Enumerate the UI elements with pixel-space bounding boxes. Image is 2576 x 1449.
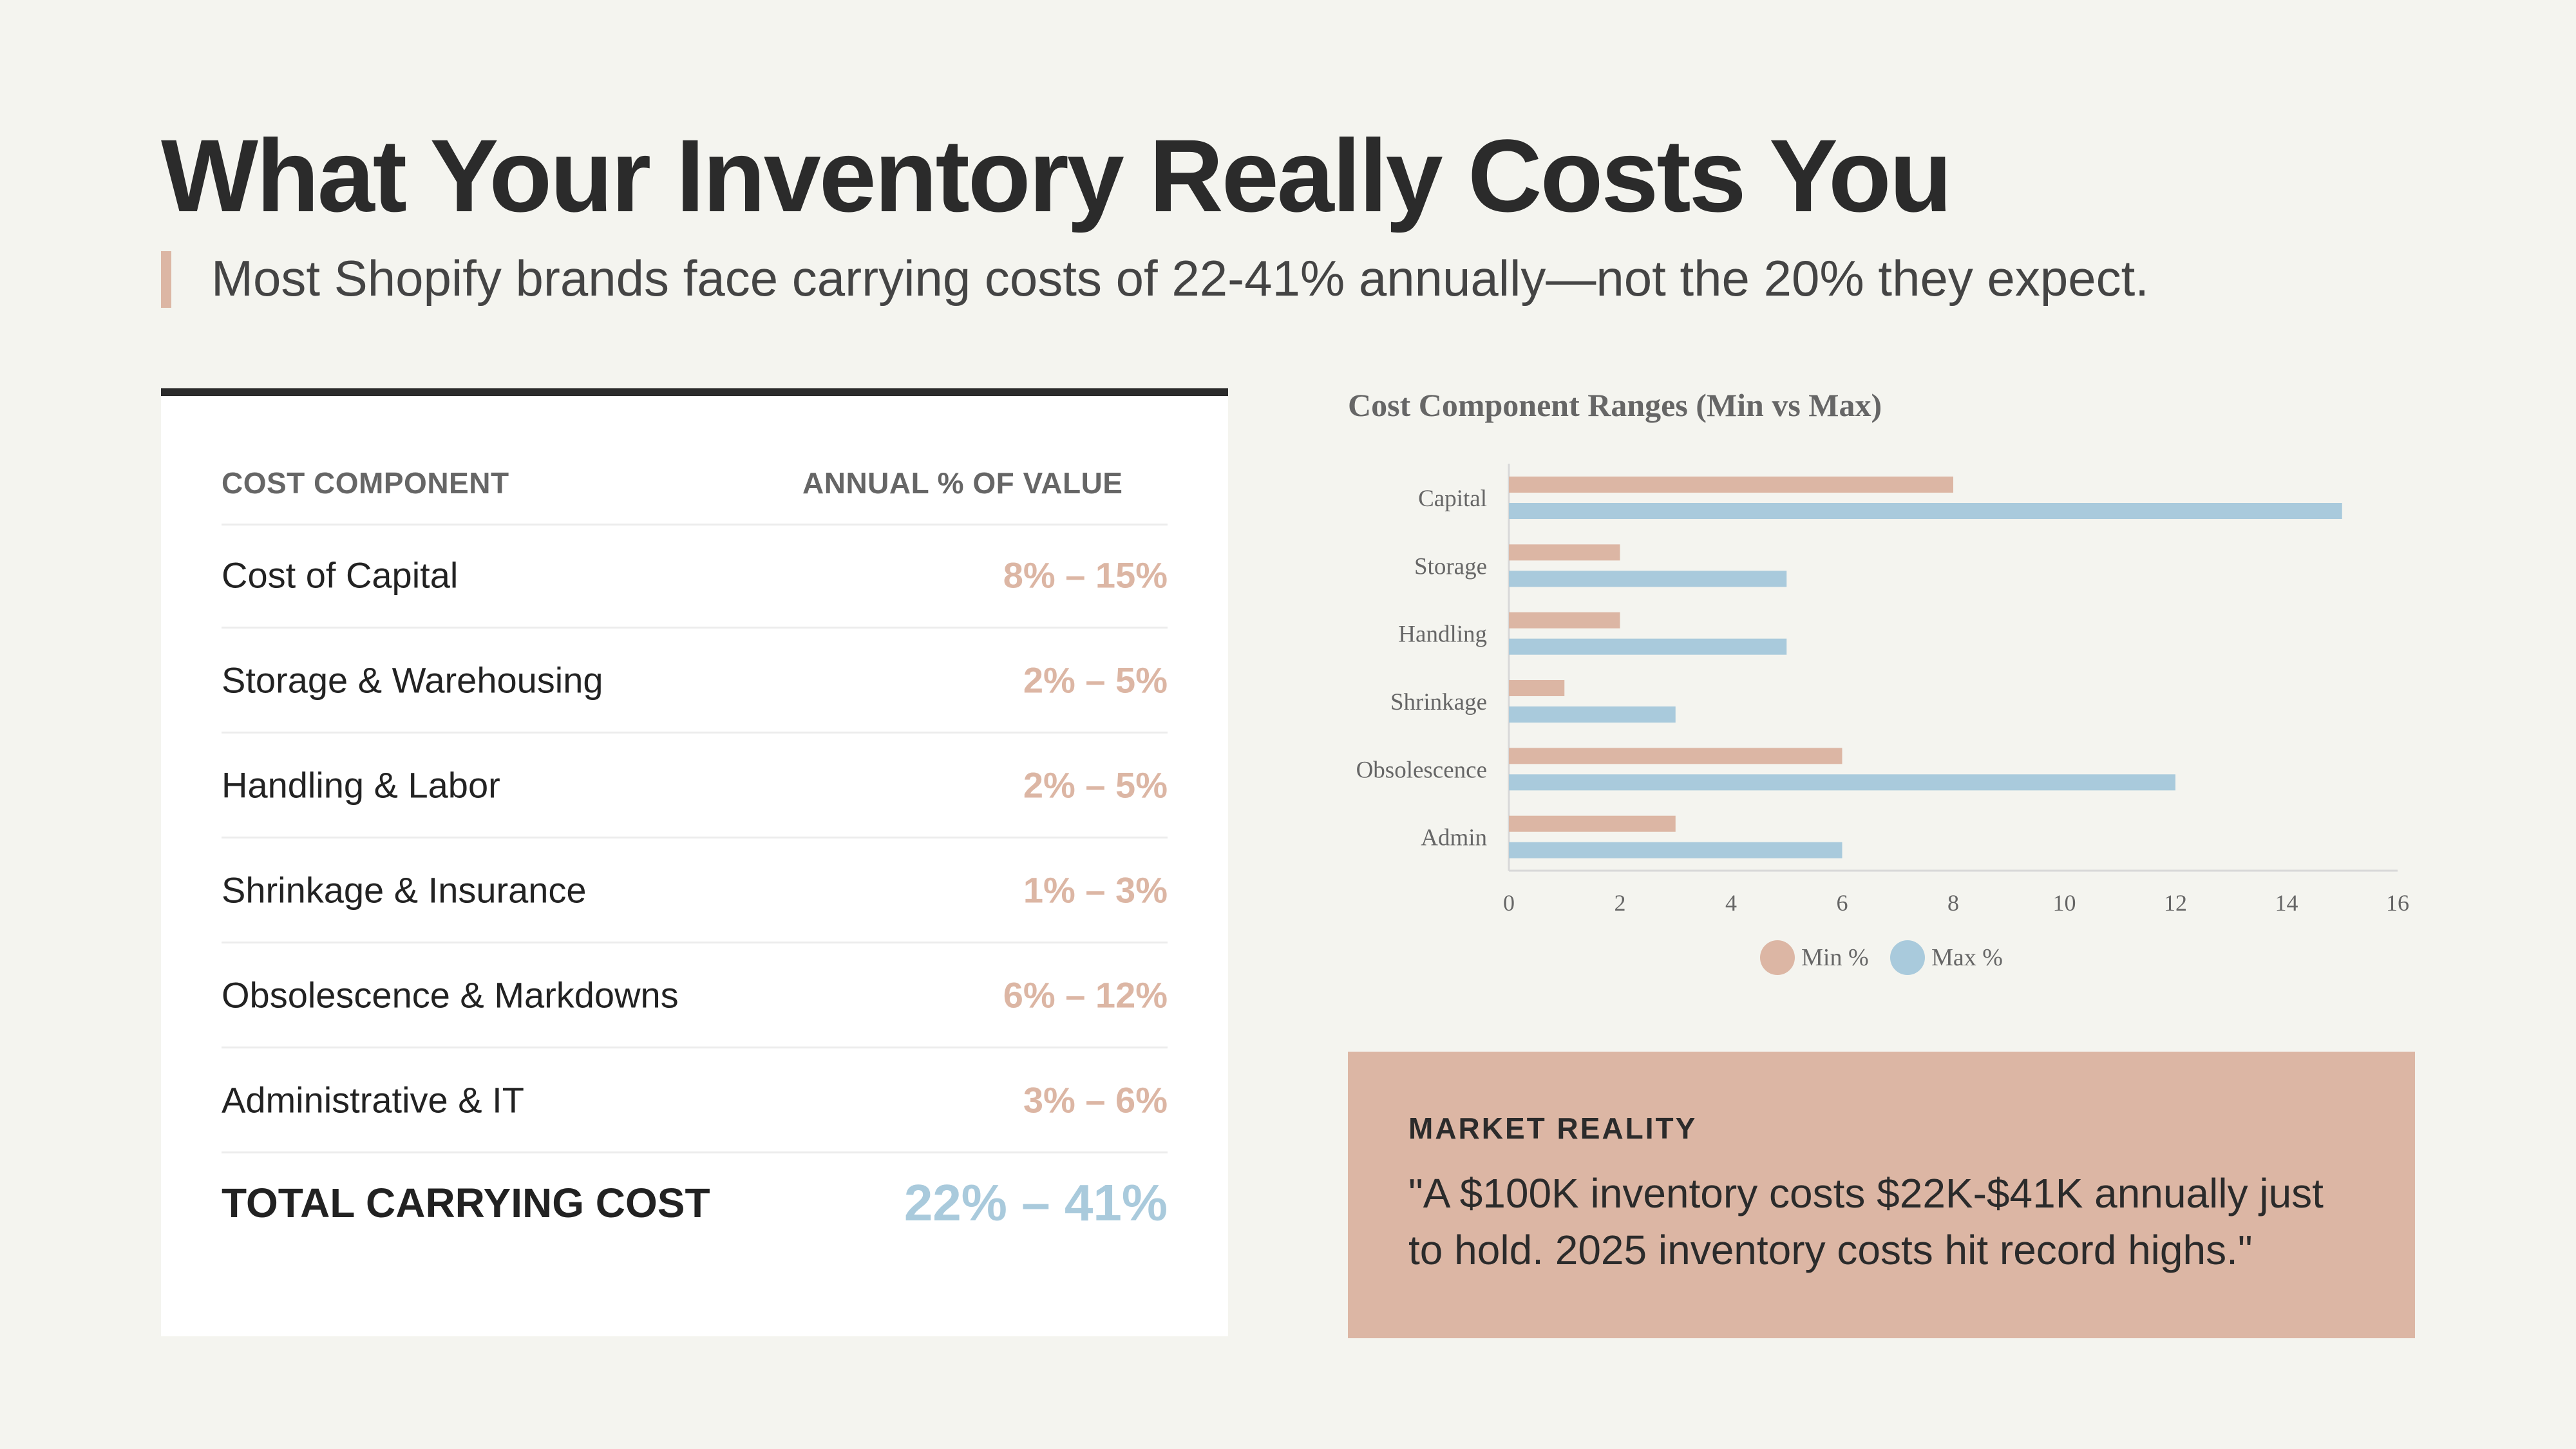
legend-label-min: Min % — [1801, 944, 1869, 971]
x-tick-label: 12 — [2164, 890, 2187, 916]
row-name: Handling & Labor — [222, 764, 500, 806]
row-name: Shrinkage & Insurance — [222, 869, 587, 911]
row-range: 1% – 3% — [1023, 869, 1168, 911]
row-name: Administrative & IT — [222, 1079, 524, 1121]
bar-min — [1509, 815, 1676, 832]
table-row: Shrinkage & Insurance 1% – 3% — [222, 838, 1168, 943]
bar-min — [1509, 612, 1620, 629]
legend-item-max: Max % — [1890, 940, 2003, 975]
category-label: Capital — [1418, 486, 1487, 512]
x-tick-label: 6 — [1837, 890, 1848, 916]
x-tick-label: 0 — [1503, 890, 1515, 916]
category-label: Storage — [1414, 553, 1487, 580]
total-range: 22% – 41% — [904, 1174, 1168, 1231]
category-label: Shrinkage — [1390, 689, 1487, 715]
callout-quote: "A $100K inventory costs $22K-$41K annua… — [1408, 1170, 2324, 1273]
bar-min — [1509, 544, 1620, 561]
cost-range-chart: Cost Component Ranges (Min vs Max) Capit… — [1348, 380, 2415, 992]
row-range: 6% – 12% — [1003, 974, 1168, 1016]
cost-table-card: COST COMPONENT ANNUAL % OF VALUE Cost of… — [161, 388, 1228, 1336]
bar-max — [1509, 842, 1842, 858]
legend-item-min: Min % — [1760, 940, 1869, 975]
bar-max — [1509, 638, 1787, 655]
chart-title: Cost Component Ranges (Min vs Max) — [1348, 387, 1882, 423]
subtitle-accent-bar — [161, 251, 171, 308]
x-tick-label: 2 — [1615, 890, 1626, 916]
bar-min — [1509, 680, 1565, 696]
x-tick-label: 16 — [2386, 890, 2409, 916]
category-label: Obsolescence — [1356, 757, 1487, 783]
row-name: Obsolescence & Markdowns — [222, 974, 679, 1016]
chart-canvas: Capital Storage Handling Shrinkage Obsolesce… — [1356, 464, 2409, 916]
bar-max — [1509, 571, 1787, 587]
legend-swatch-max — [1890, 940, 1926, 975]
legend-swatch-min — [1760, 940, 1795, 975]
category-label: Handling — [1398, 621, 1487, 648]
x-tick-label: 10 — [2053, 890, 2076, 916]
x-tick-label: 8 — [1947, 890, 1959, 916]
table-row: Obsolescence & Markdowns 6% – 12% — [222, 943, 1168, 1048]
row-name: Cost of Capital — [222, 554, 459, 596]
bar-max — [1509, 706, 1676, 723]
table-row: Storage & Warehousing 2% – 5% — [222, 629, 1168, 734]
table-row: Handling & Labor 2% – 5% — [222, 734, 1168, 838]
chart-legend: Min % Max % — [1348, 940, 2415, 981]
table-row: Cost of Capital 8% – 15% — [222, 524, 1168, 629]
row-range: 2% – 5% — [1023, 764, 1168, 806]
row-range: 3% – 6% — [1023, 1079, 1168, 1121]
header-cost-component: COST COMPONENT — [222, 466, 509, 500]
x-tick-label: 4 — [1725, 890, 1737, 916]
table-total-row: TOTAL CARRYING COST 22% – 41% — [222, 1148, 1168, 1258]
bar-max — [1509, 774, 2175, 791]
legend-label-max: Max % — [1931, 944, 2003, 971]
header-annual-percent: ANNUAL % OF VALUE — [802, 466, 1123, 500]
bar-min — [1509, 748, 1842, 764]
table-body: Cost of Capital 8% – 15% Storage & Wareh… — [222, 524, 1168, 1153]
page-subtitle: Most Shopify brands face carrying costs … — [211, 250, 2149, 307]
bar-max — [1509, 503, 2342, 519]
callout-label: MARKET REALITY — [1408, 1112, 1698, 1145]
page-title: What Your Inventory Really Costs You — [161, 118, 1952, 233]
x-tick-label: 14 — [2275, 890, 2298, 916]
total-label: TOTAL CARRYING COST — [222, 1180, 710, 1226]
bar-min — [1509, 477, 1953, 493]
category-label: Admin — [1421, 825, 1487, 851]
market-reality-callout: MARKET REALITY "A $100K inventory costs … — [1348, 1052, 2415, 1338]
table-header: COST COMPONENT ANNUAL % OF VALUE — [222, 460, 1168, 526]
row-name: Storage & Warehousing — [222, 659, 603, 701]
table-row: Administrative & IT 3% – 6% — [222, 1048, 1168, 1153]
row-range: 8% – 15% — [1003, 554, 1168, 596]
row-range: 2% – 5% — [1023, 659, 1168, 701]
